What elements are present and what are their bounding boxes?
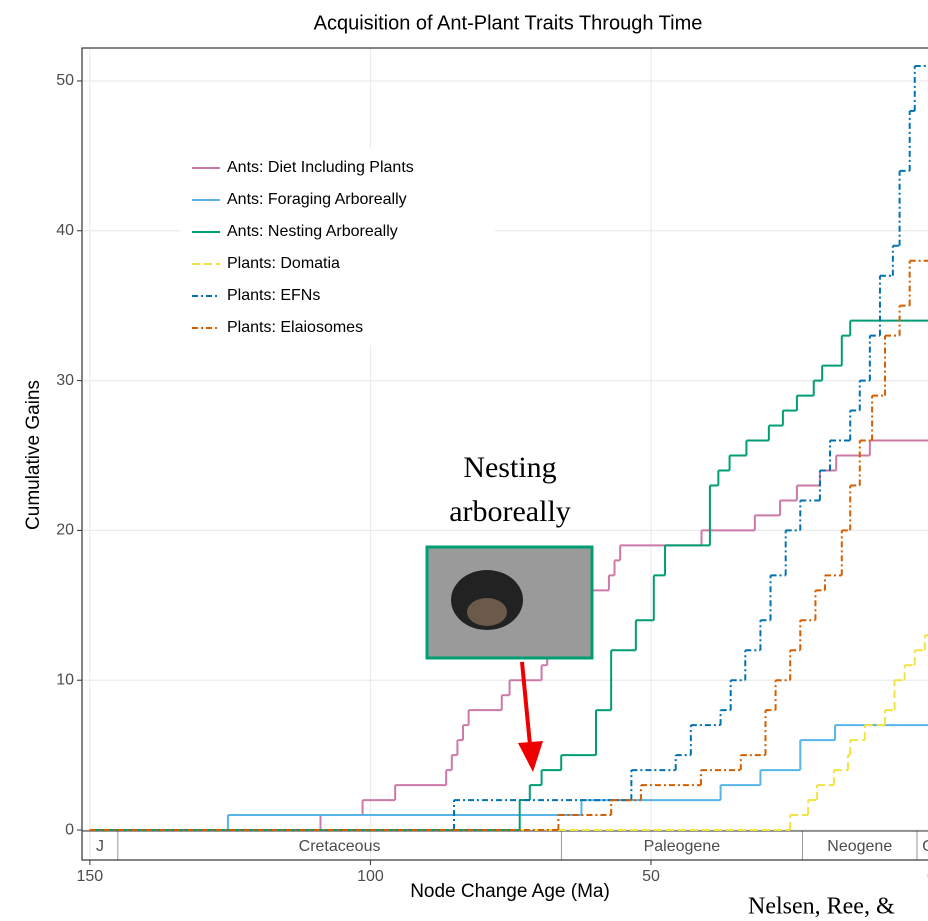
annotation: Nesting arboreally: [449, 451, 571, 528]
arrow-shaft: [520, 661, 532, 746]
x-tick-label: 50: [642, 868, 660, 885]
chart-title: Acquisition of Ant-Plant Traits Through …: [314, 12, 703, 34]
period-label: Q: [922, 838, 928, 855]
legend-box: [180, 148, 495, 345]
y-tick-label: 30: [56, 372, 74, 389]
y-tick-label: 0: [65, 821, 74, 838]
series-3: [521, 634, 928, 832]
panel-border: [81, 47, 928, 861]
period-label: J: [96, 838, 104, 855]
x-tick-label: 100: [357, 868, 384, 885]
y-tick-label: 10: [56, 671, 74, 688]
legend-label: Ants: Nesting Arboreally: [227, 223, 398, 240]
period-label: Paleogene: [644, 838, 721, 855]
period-label: Cretaceous: [299, 838, 381, 855]
legend-label: Plants: Domatia: [227, 255, 340, 272]
y-tick-label: 50: [56, 72, 74, 89]
x-axis-label: Node Change Age (Ma): [410, 881, 610, 902]
arrow-head: [518, 741, 543, 772]
period-label: Neogene: [827, 838, 892, 855]
credit: Nelsen, Ree, &: [748, 894, 895, 920]
photo-ant: [467, 598, 507, 626]
legend-label: Ants: Foraging Arboreally: [227, 191, 407, 208]
legend-label: Plants: Elaiosomes: [227, 319, 363, 336]
y-axis-label: Cumulative Gains: [23, 380, 44, 530]
y-tick-label: 20: [56, 522, 74, 539]
series-5: [89, 259, 928, 832]
legend-label: Plants: EFNs: [227, 287, 320, 304]
x-tick-label: 150: [77, 868, 104, 885]
legend-label: Ants: Diet Including Plants: [227, 159, 414, 176]
y-tick-label: 40: [56, 222, 74, 239]
